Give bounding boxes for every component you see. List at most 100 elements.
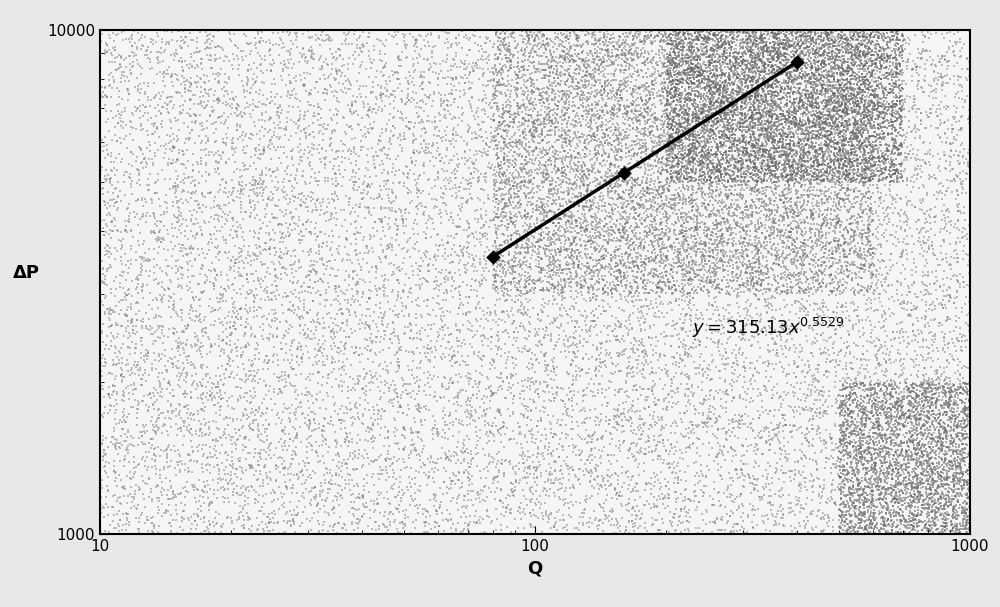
Point — [647, 248, 663, 258]
Point — [675, 215, 691, 225]
Point — [568, 171, 584, 180]
Point — [809, 171, 825, 181]
Point — [824, 142, 840, 152]
Point — [766, 64, 782, 74]
Point — [805, 414, 821, 424]
Point — [801, 134, 817, 144]
Point — [913, 379, 929, 388]
Point — [599, 32, 615, 42]
Point — [660, 70, 676, 80]
Point — [873, 523, 889, 533]
Point — [909, 474, 925, 484]
Point — [824, 137, 840, 146]
Point — [872, 447, 888, 456]
Point — [852, 159, 868, 169]
Point — [500, 120, 516, 130]
Point — [636, 269, 652, 279]
Point — [322, 106, 338, 115]
Point — [819, 96, 835, 106]
Point — [517, 55, 533, 64]
Point — [781, 345, 797, 355]
Point — [495, 251, 511, 261]
Point — [812, 179, 828, 189]
Point — [674, 53, 690, 63]
Point — [663, 174, 679, 183]
Point — [822, 30, 838, 39]
Point — [611, 266, 627, 276]
Point — [654, 42, 670, 52]
Point — [789, 73, 805, 83]
Point — [536, 31, 552, 41]
Point — [250, 274, 266, 283]
Point — [337, 483, 353, 493]
Point — [434, 136, 450, 146]
Point — [733, 95, 749, 105]
Point — [614, 416, 630, 426]
Point — [718, 147, 734, 157]
Point — [884, 379, 900, 389]
Point — [718, 429, 734, 439]
Point — [587, 67, 603, 77]
Point — [663, 386, 679, 396]
Point — [769, 147, 785, 157]
Point — [915, 421, 931, 431]
Point — [678, 166, 694, 176]
Point — [761, 479, 777, 489]
Point — [211, 464, 227, 473]
Point — [784, 526, 800, 536]
Point — [766, 233, 782, 243]
Point — [875, 175, 891, 185]
Point — [889, 62, 905, 72]
Point — [815, 119, 831, 129]
Point — [781, 196, 797, 206]
Point — [493, 368, 509, 378]
Point — [641, 254, 657, 263]
Point — [322, 465, 338, 475]
Point — [506, 109, 522, 119]
Point — [865, 171, 881, 181]
Point — [797, 134, 813, 143]
Point — [537, 265, 553, 275]
Point — [654, 412, 670, 422]
Point — [903, 415, 919, 424]
Point — [722, 253, 738, 263]
Point — [855, 128, 871, 138]
Point — [606, 136, 622, 146]
Point — [729, 57, 745, 67]
Point — [559, 152, 575, 162]
Point — [101, 208, 117, 218]
Point — [563, 25, 579, 35]
Point — [911, 183, 927, 192]
Point — [497, 150, 513, 160]
Point — [360, 398, 376, 408]
Point — [593, 339, 609, 349]
Point — [774, 225, 790, 235]
Point — [918, 228, 934, 237]
Point — [97, 47, 113, 57]
Point — [345, 509, 361, 519]
Point — [848, 501, 864, 511]
Point — [928, 437, 944, 447]
Point — [676, 129, 692, 138]
Point — [763, 143, 779, 153]
Point — [389, 225, 405, 235]
Point — [675, 323, 691, 333]
Point — [745, 113, 761, 123]
Point — [244, 376, 260, 386]
Point — [349, 185, 365, 195]
Point — [709, 450, 725, 459]
Point — [892, 140, 908, 149]
Point — [960, 363, 976, 373]
Point — [771, 38, 787, 48]
Point — [243, 367, 259, 376]
Point — [909, 62, 925, 72]
Point — [272, 132, 288, 142]
Point — [712, 202, 728, 211]
Point — [589, 53, 605, 63]
Point — [852, 104, 868, 114]
Point — [615, 112, 631, 122]
Point — [527, 324, 543, 334]
Point — [857, 483, 873, 492]
Point — [700, 151, 716, 161]
Point — [789, 256, 805, 266]
